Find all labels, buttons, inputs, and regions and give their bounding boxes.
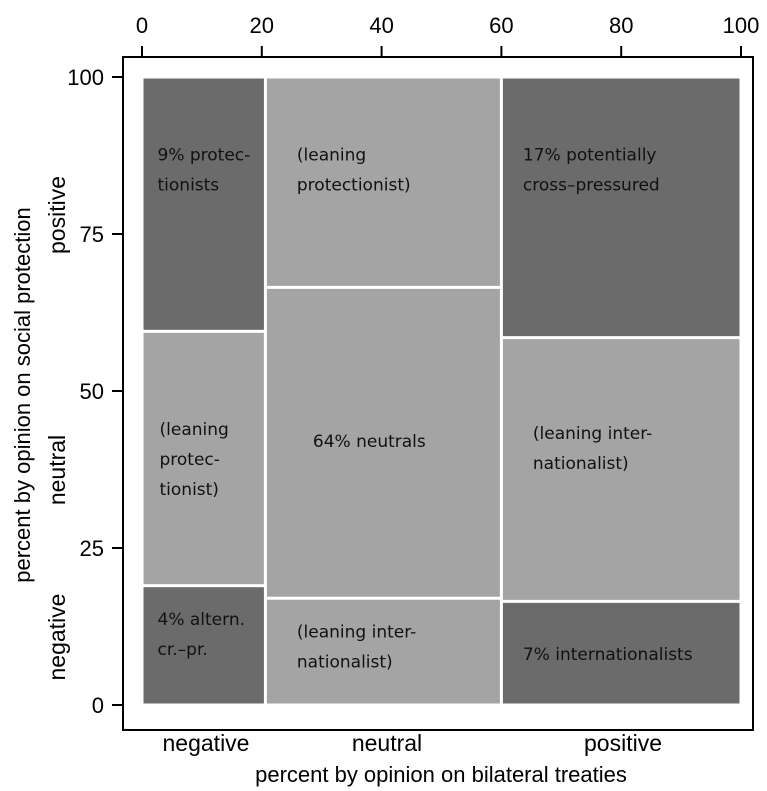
y-tick-label: 0 [92,693,104,718]
x-category-positive: positive [584,730,662,756]
y-tick-label: 75 [80,222,104,247]
y-category-negative: negative [44,594,70,681]
x-tick-label: 60 [489,13,513,38]
y-axis-title: percent by opinion on social protection [10,207,35,582]
y-tick-label: 25 [80,536,104,561]
mosaic-cell-positive-negative [502,602,740,704]
mosaic-cells: 4% altern. cr.–pr. (leaning protec-tionist)… [143,78,740,704]
axes: 0 20 40 60 80 100 0 25 50 75 100 [67,13,759,718]
mosaic-cell-positive-positive [502,78,740,337]
cell-label-negative-negative: 4% altern. cr.–pr. [158,610,246,660]
x-category-neutral: neutral [352,730,422,756]
x-tick-label: 40 [369,13,393,38]
x-axis-title: percent by opinion on bilateral treaties [255,762,627,787]
cell-label-positive-positive: 17% potentially cross–pressured [523,146,660,196]
y-category-positive: positive [44,176,70,254]
y-category-neutral: neutral [44,435,70,505]
cell-label-positive-neutral: (leaning inter-nationalist) [533,424,652,474]
cell-label-negative-positive: 9% protec-tionists [158,146,251,196]
y-tick-label: 50 [80,379,104,404]
x-tick-label: 20 [250,13,274,38]
mosaic-cell-neutral-negative [266,599,500,704]
cell-label-neutral-positive: (leaning protectionist) [297,146,411,196]
category-labels: negative neutral positive negative neutral po… [44,176,662,756]
cell-label-neutral-neutral: 64% neutrals [313,432,426,452]
cell-label-positive-negative: 7% internationalists [523,645,693,665]
mosaic-cell-neutral-neutral [266,288,500,597]
mosaic-cell-neutral-positive [266,78,500,286]
cell-label-negative-neutral: (leaning protec-tionist) [160,420,229,500]
x-tick-label: 80 [609,13,633,38]
x-tick-label: 100 [723,13,760,38]
x-tick-label: 0 [136,13,148,38]
mosaic-cell-negative-positive [143,78,264,330]
cell-label-neutral-negative: (leaning inter-nationalist) [297,623,416,673]
x-category-negative: negative [163,730,250,756]
mosaic-cell-positive-neutral [502,339,740,600]
mosaic-cell-negative-negative [143,587,264,704]
y-tick-label: 100 [67,65,104,90]
mosaic-cell-negative-neutral [143,332,264,585]
